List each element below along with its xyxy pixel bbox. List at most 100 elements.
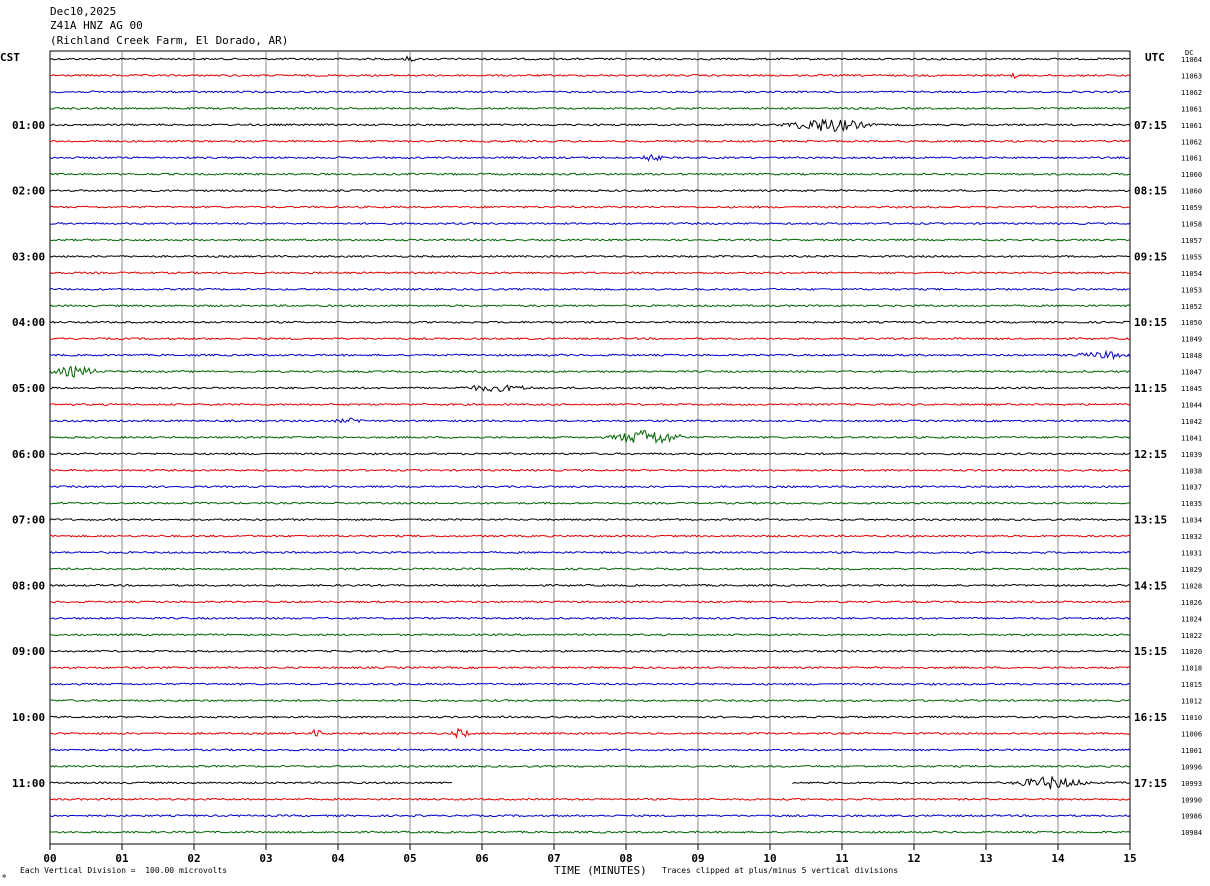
left-time-label: 04:00 bbox=[12, 316, 45, 329]
x-tick-label: 00 bbox=[43, 852, 56, 865]
trace-line bbox=[49, 682, 1131, 686]
dc-offset-label: 11006 bbox=[1181, 730, 1202, 738]
dc-offset-label: 10993 bbox=[1181, 780, 1202, 788]
trace-line bbox=[49, 715, 1131, 719]
trace-line bbox=[49, 550, 1131, 555]
dc-offset-label: 11060 bbox=[1181, 171, 1202, 179]
dc-offset-label: 11049 bbox=[1181, 336, 1202, 344]
trace-line bbox=[49, 384, 1131, 393]
left-time-label: 11:00 bbox=[12, 777, 45, 790]
trace-line bbox=[49, 616, 1131, 620]
dc-offset-label: 11048 bbox=[1181, 352, 1202, 360]
dc-offset-label: 11012 bbox=[1181, 698, 1202, 706]
right-time-label: 15:15 bbox=[1134, 645, 1167, 658]
dc-offset-label: 11026 bbox=[1181, 599, 1202, 607]
left-time-label: 06:00 bbox=[12, 448, 45, 461]
dc-offset-label: 11015 bbox=[1181, 681, 1202, 689]
x-axis-title: TIME (MINUTES) bbox=[554, 864, 647, 877]
right-time-label: 09:15 bbox=[1134, 250, 1167, 263]
dc-offset-label: 11029 bbox=[1181, 566, 1202, 574]
dc-label: DC bbox=[1185, 49, 1194, 57]
x-tick-label: 07 bbox=[547, 852, 560, 865]
x-tick-label: 11 bbox=[835, 852, 849, 865]
trace-line bbox=[49, 429, 1131, 445]
x-tick-label: 05 bbox=[403, 852, 416, 865]
dc-offset-label: 11062 bbox=[1181, 89, 1202, 97]
trace-line bbox=[49, 72, 1131, 80]
dc-offset-label: 11061 bbox=[1181, 155, 1202, 163]
dc-offset-label: 10986 bbox=[1181, 813, 1202, 821]
right-time-label: 14:15 bbox=[1134, 579, 1167, 592]
trace-line bbox=[49, 287, 1131, 291]
trace-line bbox=[49, 238, 1131, 242]
x-tick-label: 08 bbox=[619, 852, 632, 865]
trace-line bbox=[49, 337, 1131, 341]
trace-line bbox=[49, 106, 1131, 110]
trace-line bbox=[49, 365, 1131, 379]
dc-offset-label: 10984 bbox=[1181, 829, 1202, 837]
trace-line bbox=[49, 814, 1131, 818]
right-time-label: 13:15 bbox=[1134, 514, 1167, 527]
trace-line bbox=[49, 776, 1131, 790]
dc-offset-label: 11039 bbox=[1181, 451, 1202, 459]
trace-line bbox=[49, 485, 1131, 489]
dc-offset-label: 11034 bbox=[1181, 517, 1202, 525]
left-time-label: 08:00 bbox=[12, 579, 45, 592]
header-date: Dec10,2025 bbox=[50, 5, 117, 18]
trace-line bbox=[49, 501, 1131, 505]
dc-offset-label: 11020 bbox=[1181, 648, 1202, 656]
dc-offset-label: 11054 bbox=[1181, 270, 1202, 278]
dc-offset-label: 11042 bbox=[1181, 418, 1202, 426]
x-tick-label: 12 bbox=[907, 852, 920, 865]
dc-offset-label: 11053 bbox=[1181, 286, 1202, 294]
dc-offset-label: 11035 bbox=[1181, 500, 1202, 508]
right-time-label: 17:15 bbox=[1134, 777, 1167, 790]
trace-line bbox=[49, 153, 1131, 162]
trace-line bbox=[49, 55, 1131, 62]
trace-line bbox=[49, 517, 1131, 522]
x-tick-label: 04 bbox=[331, 852, 345, 865]
plot-frame bbox=[49, 50, 1131, 845]
trace-line bbox=[49, 271, 1131, 275]
trace-line bbox=[49, 748, 1131, 752]
dc-offset-label: 11062 bbox=[1181, 138, 1202, 146]
dc-offset-label: 11061 bbox=[1181, 105, 1202, 113]
trace-line bbox=[49, 205, 1131, 209]
trace-line bbox=[49, 118, 1131, 133]
right-timezone-label: UTC bbox=[1145, 51, 1165, 64]
dc-offset-label: 11031 bbox=[1181, 550, 1202, 558]
dc-offset-label: 11050 bbox=[1181, 319, 1202, 327]
trace-line bbox=[49, 221, 1131, 226]
left-time-label: 07:00 bbox=[12, 514, 45, 527]
trace-line bbox=[49, 797, 1131, 801]
x-tick-label: 06 bbox=[475, 852, 489, 865]
dc-offset-label: 11018 bbox=[1181, 665, 1202, 673]
dc-offset-label: 11037 bbox=[1181, 484, 1202, 492]
header-location: (Richland Creek Farm, El Dorado, AR) bbox=[50, 34, 289, 47]
dc-offset-label: 11001 bbox=[1181, 747, 1202, 755]
trace-line bbox=[49, 666, 1131, 670]
left-time-label: 09:00 bbox=[12, 645, 45, 658]
dc-offset-label: 11060 bbox=[1181, 188, 1202, 196]
left-time-label: 02:00 bbox=[12, 185, 45, 198]
trace-line bbox=[49, 139, 1131, 143]
x-tick-label: 01 bbox=[115, 852, 129, 865]
right-time-label: 07:15 bbox=[1134, 119, 1167, 132]
dc-offset-label: 11055 bbox=[1181, 253, 1202, 261]
dc-offset-label: 11032 bbox=[1181, 533, 1202, 541]
trace-line bbox=[49, 189, 1131, 193]
scale-note: Each Vertical Division = 100.00 microvol… bbox=[20, 866, 228, 875]
logo-icon: ✲ bbox=[2, 872, 7, 880]
trace-line bbox=[49, 320, 1131, 324]
x-tick-label: 03 bbox=[259, 852, 272, 865]
left-time-label: 05:00 bbox=[12, 382, 45, 395]
left-time-label: 03:00 bbox=[12, 250, 45, 263]
left-time-label: 01:00 bbox=[12, 119, 45, 132]
trace-line bbox=[49, 402, 1131, 407]
trace-line bbox=[49, 649, 1131, 653]
x-tick-label: 14 bbox=[1051, 852, 1065, 865]
dc-offset-label: 11041 bbox=[1181, 434, 1202, 442]
x-tick-label: 09 bbox=[691, 852, 704, 865]
trace-line bbox=[49, 254, 1131, 258]
trace-line bbox=[49, 349, 1131, 361]
